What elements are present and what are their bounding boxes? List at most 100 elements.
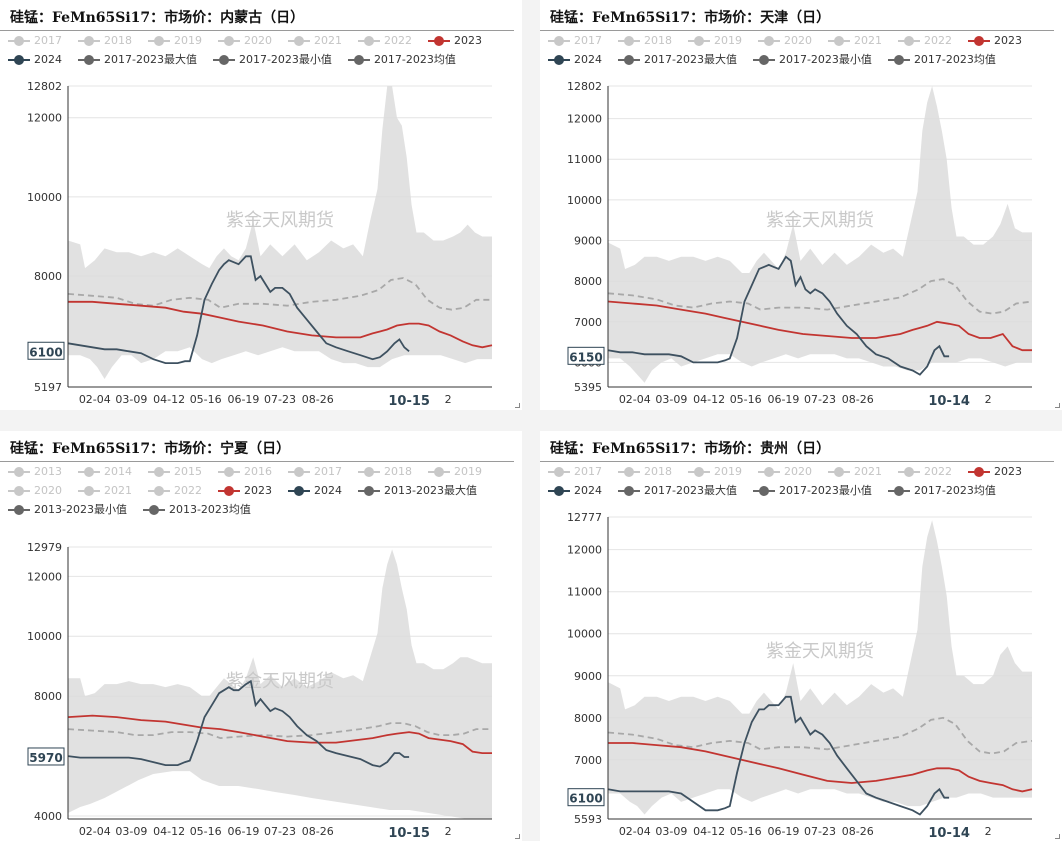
legend-item[interactable]: 2013-2023最小值 <box>8 503 127 517</box>
legend-item[interactable]: 2022 <box>898 465 952 479</box>
chart-panel-tianjin: 硅锰：FeMn65Si17：市场价：天津（日） 2017 2018 2019 2020 2… <box>540 0 1062 410</box>
legend-item[interactable]: 2013-2023最大值 <box>358 484 477 498</box>
legend-item[interactable]: 2014 <box>78 465 132 479</box>
legend-item[interactable]: 2021 <box>288 34 342 48</box>
legend-item[interactable]: 2017 <box>8 34 62 48</box>
x-tick-label: 08-26 <box>302 393 334 406</box>
legend-item[interactable]: 2013 <box>8 465 62 479</box>
x-tick-label: 06-19 <box>227 393 259 406</box>
resize-handle-icon[interactable] <box>1055 403 1060 408</box>
legend-marker-icon <box>968 36 990 46</box>
legend-label: 2013-2023最小值 <box>34 503 127 516</box>
legend-item[interactable]: 2020 <box>758 34 812 48</box>
legend-item[interactable]: 2017-2023均值 <box>887 484 996 498</box>
legend-item[interactable]: 2023 <box>968 34 1022 48</box>
series-2024-line <box>67 255 410 364</box>
legend-marker-icon <box>8 467 30 477</box>
legend-item[interactable]: 2019 <box>148 34 202 48</box>
x-tick-label: 05-16 <box>730 825 762 838</box>
series-2024-line <box>607 255 950 376</box>
legend-label: 2024 <box>34 53 62 66</box>
watermark: 紫金天风期货 <box>766 641 874 662</box>
legend-item[interactable]: 2018 <box>358 465 412 479</box>
legend-item[interactable]: 2020 <box>218 34 272 48</box>
current-value-box <box>27 341 65 360</box>
legend-label: 2016 <box>244 465 272 478</box>
legend-label: 2018 <box>104 34 132 47</box>
legend-item[interactable]: 2017-2023均值 <box>347 53 456 67</box>
legend-item[interactable]: 2017-2023最大值 <box>618 484 737 498</box>
legend-label: 2024 <box>314 484 342 497</box>
legend-label: 2017 <box>314 465 342 478</box>
series-2023-line <box>67 714 492 754</box>
legend-item[interactable]: 2017-2023最大值 <box>78 53 197 67</box>
legend-marker-icon <box>78 486 100 496</box>
legend-item[interactable]: 2018 <box>618 34 672 48</box>
legend-marker-icon <box>968 467 990 477</box>
legend-item[interactable]: 2017-2023最小值 <box>212 53 332 67</box>
legend-item[interactable]: 2024 <box>288 484 342 498</box>
legend-marker-icon <box>887 486 910 496</box>
legend-item[interactable]: 2019 <box>688 34 742 48</box>
legend-item[interactable]: 2015 <box>148 465 202 479</box>
legend-marker-icon <box>78 467 100 477</box>
legend-item[interactable]: 2016 <box>218 465 272 479</box>
legend-marker-icon <box>828 467 850 477</box>
legend-label: 2021 <box>854 465 882 478</box>
legend-marker-icon <box>758 36 780 46</box>
legend-label: 2020 <box>34 484 62 497</box>
line-chart: 5395600070008000900010000110001200012802… <box>567 80 1033 409</box>
legend-label: 2013 <box>34 465 62 478</box>
legend-item[interactable]: 2020 <box>8 484 62 498</box>
x-tick-label: 03-09 <box>115 393 147 406</box>
legend-item[interactable]: 2024 <box>8 53 62 67</box>
legend-marker-icon <box>887 55 910 65</box>
legend-item[interactable]: 2017 <box>288 465 342 479</box>
resize-handle-icon[interactable] <box>515 403 520 408</box>
legend-item[interactable]: 2023 <box>218 484 272 498</box>
x-tick-label: 02-04 <box>79 825 111 838</box>
range-band <box>608 86 1032 383</box>
resize-handle-icon[interactable] <box>515 834 520 839</box>
legend-item[interactable]: 2019 <box>428 465 482 479</box>
y-tick-label: 8000 <box>574 712 602 725</box>
x-tick-label: 2 <box>985 825 992 838</box>
legend-item[interactable]: 2019 <box>688 465 742 479</box>
x-tick-label: 2 <box>985 393 992 406</box>
legend-item[interactable]: 2017-2023最大值 <box>618 53 737 67</box>
legend-marker-icon <box>8 486 30 496</box>
current-value-label: 6100 <box>569 792 602 806</box>
legend-item[interactable]: 2023 <box>428 34 482 48</box>
x-tick-label: 07-23 <box>264 825 296 838</box>
legend-item[interactable]: 2022 <box>898 34 952 48</box>
legend-item[interactable]: 2018 <box>78 34 132 48</box>
legend-label: 2017-2023均值 <box>913 484 996 497</box>
legend-item[interactable]: 2017-2023最小值 <box>752 53 872 67</box>
legend-item[interactable]: 2017 <box>548 465 602 479</box>
legend-item[interactable]: 2018 <box>618 465 672 479</box>
x-tick-label: 2 <box>445 825 452 838</box>
legend-item[interactable]: 2020 <box>758 465 812 479</box>
legend-item[interactable]: 2017 <box>548 34 602 48</box>
x-tick-label: 08-26 <box>842 825 874 838</box>
legend-item[interactable]: 2021 <box>828 465 882 479</box>
legend-item[interactable]: 2017-2023均值 <box>887 53 996 67</box>
legend-item[interactable]: 2021 <box>78 484 132 498</box>
x-tick-label: 04-12 <box>693 825 725 838</box>
legend-item[interactable]: 2024 <box>548 53 602 67</box>
legend-item[interactable]: 2017-2023最小值 <box>752 484 872 498</box>
range-band <box>68 86 492 379</box>
resize-handle-icon[interactable] <box>1055 834 1060 839</box>
legend-marker-icon <box>618 467 640 477</box>
legend-item[interactable]: 2013-2023均值 <box>142 503 251 517</box>
legend-item[interactable]: 2023 <box>968 465 1022 479</box>
legend-label: 2017-2023最小值 <box>238 53 332 66</box>
watermark: 紫金天风期货 <box>766 210 874 231</box>
legend-label: 2018 <box>384 465 412 478</box>
title-divider <box>0 30 514 31</box>
line-chart: 5593 7000 8000 9000 10000 11000 12000 12777 紫金天风… <box>567 511 1033 841</box>
legend-item[interactable]: 2022 <box>358 34 412 48</box>
legend-item[interactable]: 2022 <box>148 484 202 498</box>
legend-item[interactable]: 2021 <box>828 34 882 48</box>
legend-item[interactable]: 2024 <box>548 484 602 498</box>
